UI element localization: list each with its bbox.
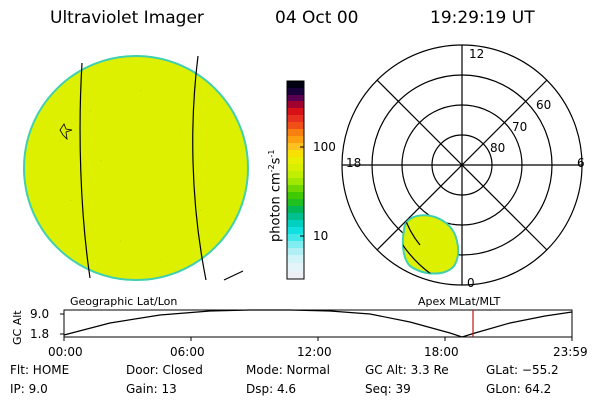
lat-label-80: 80: [490, 141, 506, 155]
altitude-axis-label: GC Alt: [11, 310, 24, 345]
lat-label-60: 60: [536, 98, 552, 112]
colorbar-units-label: photon cm-2s-1: [267, 149, 284, 242]
meridian-line-right: [192, 55, 207, 281]
altitude-panel: [60, 309, 573, 341]
auroral-oval: [401, 214, 460, 275]
mlt-label-18: 18: [346, 156, 362, 170]
alt-tick-1-8: 1.8: [30, 327, 50, 341]
status-seq: Seq: 39: [365, 382, 411, 396]
date-label: 04 Oct 00: [275, 8, 359, 28]
time-tick-0600: 06:00: [170, 345, 205, 359]
app-title: Ultraviolet Imager: [50, 8, 204, 28]
alt-tick-9: 9.0: [30, 307, 50, 321]
earth-image: [23, 55, 249, 281]
time-tick-1200: 12:00: [297, 345, 332, 359]
limb-tick: [223, 270, 244, 281]
polar-plot: [341, 44, 583, 286]
apex-title: Apex MLat/MLT: [418, 295, 501, 308]
colorbar: [286, 80, 305, 280]
colorbar-tick-100: 100: [313, 140, 336, 154]
time-tick-2359: 23:59: [553, 345, 588, 359]
status-dsp: Dsp: 4.6: [246, 382, 297, 396]
status-door: Door: Closed: [126, 363, 203, 377]
lat-label-70: 70: [512, 120, 528, 134]
coastline-icon: [59, 123, 73, 141]
units-sup2: -1: [267, 149, 276, 158]
status-glon: GLon: 64.2: [486, 382, 552, 396]
time-label: 19:29:19 UT: [430, 8, 535, 28]
status-gain: Gain: 13: [126, 382, 177, 396]
geographic-title: Geographic Lat/Lon: [70, 295, 178, 308]
units-sup1: -2: [267, 164, 276, 173]
time-tick-0000: 00:00: [48, 345, 83, 359]
altitude-curve: [63, 309, 573, 338]
mlt-label-12: 12: [469, 47, 485, 61]
status-ip: IP: 9.0: [10, 382, 48, 396]
mlt-label-0: 0: [467, 276, 475, 290]
colorbar-tick-10: 10: [313, 229, 329, 243]
time-tick-1800: 18:00: [424, 345, 459, 359]
meridian-line-left: [79, 62, 91, 279]
status-gc-alt: GC Alt: 3.3 Re: [365, 363, 449, 377]
status-glat: GLat: −55.2: [486, 363, 559, 377]
mlt-label-6: 6: [577, 156, 585, 170]
status-mode: Mode: Normal: [246, 363, 330, 377]
units-base: photon cm: [268, 172, 284, 242]
units-mid: s: [268, 157, 284, 165]
status-flight: Flt: HOME: [10, 363, 70, 377]
